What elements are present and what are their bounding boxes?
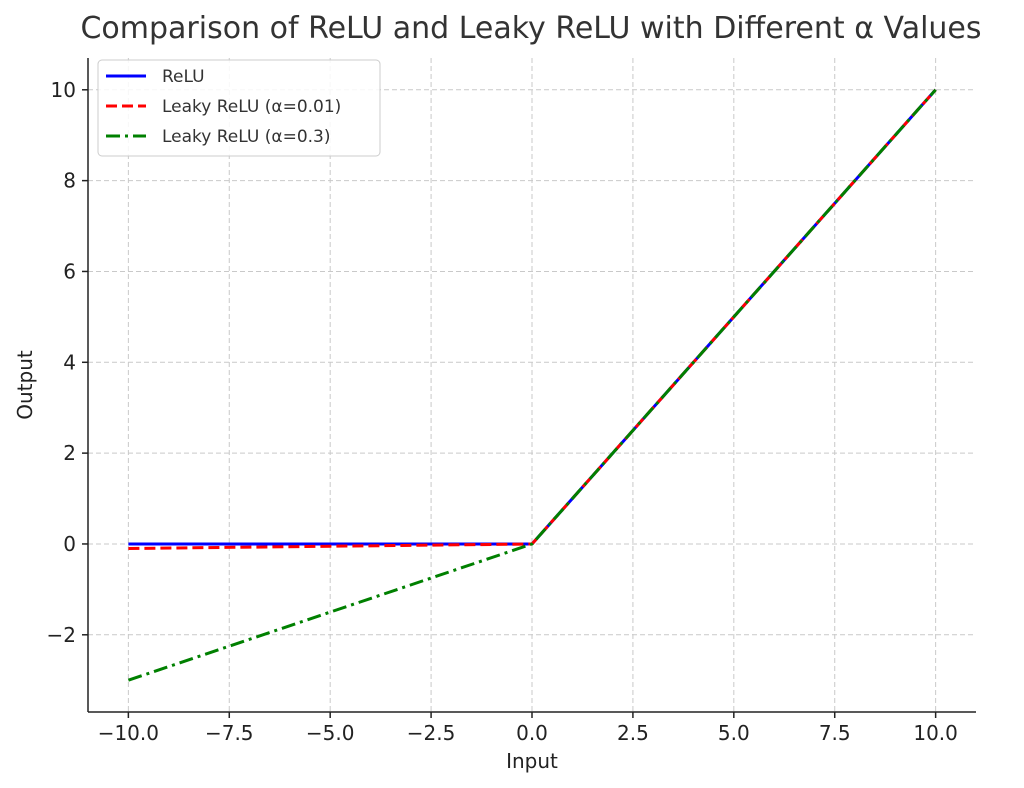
legend: ReLU Leaky ReLU (α=0.01) Leaky ReLU (α=0… [98, 60, 380, 156]
x-tick-label: 10.0 [913, 721, 958, 745]
chart-title: Comparison of ReLU and Leaky ReLU with D… [80, 11, 981, 46]
legend-label-relu: ReLU [162, 67, 205, 87]
legend-label-leaky-001: Leaky ReLU (α=0.01) [162, 97, 341, 117]
y-tick-label: −2 [47, 623, 76, 647]
x-ticks: −10.0 −7.5 −5.0 −2.5 0.0 2.5 5.0 7.5 10.0 [98, 712, 958, 745]
y-tick-label: 6 [63, 259, 76, 283]
x-tick-label: 5.0 [718, 721, 750, 745]
y-tick-label: 0 [63, 532, 76, 556]
x-tick-label: −2.5 [407, 721, 456, 745]
y-tick-label: 2 [63, 441, 76, 465]
x-tick-label: 0.0 [516, 721, 548, 745]
legend-label-leaky-03: Leaky ReLU (α=0.3) [162, 127, 330, 147]
y-tick-label: 4 [63, 350, 76, 374]
x-tick-label: −7.5 [205, 721, 254, 745]
x-axis-label: Input [506, 749, 558, 773]
x-tick-label: 2.5 [617, 721, 649, 745]
x-tick-label: −10.0 [98, 721, 159, 745]
y-tick-label: 8 [63, 169, 76, 193]
y-axis-label: Output [13, 350, 37, 420]
x-tick-label: 7.5 [819, 721, 851, 745]
x-tick-label: −5.0 [306, 721, 355, 745]
y-tick-label: 10 [51, 78, 76, 102]
y-ticks: −2 0 2 4 6 8 10 [47, 78, 88, 647]
